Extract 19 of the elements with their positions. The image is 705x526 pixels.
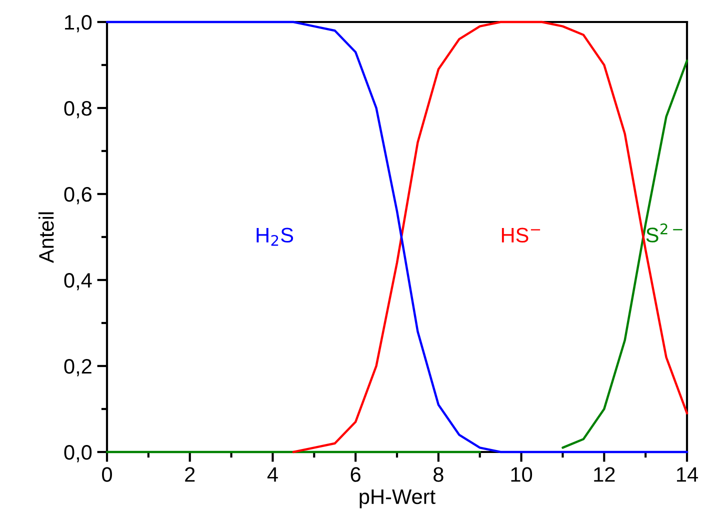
y-tick-label: 0,2 [64,359,92,376]
x-tick-label: 10 [511,467,532,482]
x-tick-label: 14 [677,467,698,482]
x-axis-title: pH-Wert [360,490,436,508]
x-tick-label: 0 [102,467,112,482]
y-tick-label: 0,6 [64,187,92,204]
y-tick-label: 0,4 [64,273,92,290]
x-tick-label: 8 [434,467,444,482]
series-label: S$^{2−}$ [646,223,682,242]
y-tick-label: 0,8 [64,101,92,118]
x-tick-label: 2 [185,467,195,482]
x-tick-label: 4 [267,467,278,482]
y-axis-title: Anteil [38,212,54,264]
x-tick-label: 6 [350,467,360,482]
text: HS$^{−}$ [502,228,540,243]
x-tick-label: 12 [594,467,615,482]
y-tick-label: 0,0 [64,445,92,462]
text: H$_{2}$S [256,228,294,246]
y-tick-label: 1,0 [65,15,92,32]
